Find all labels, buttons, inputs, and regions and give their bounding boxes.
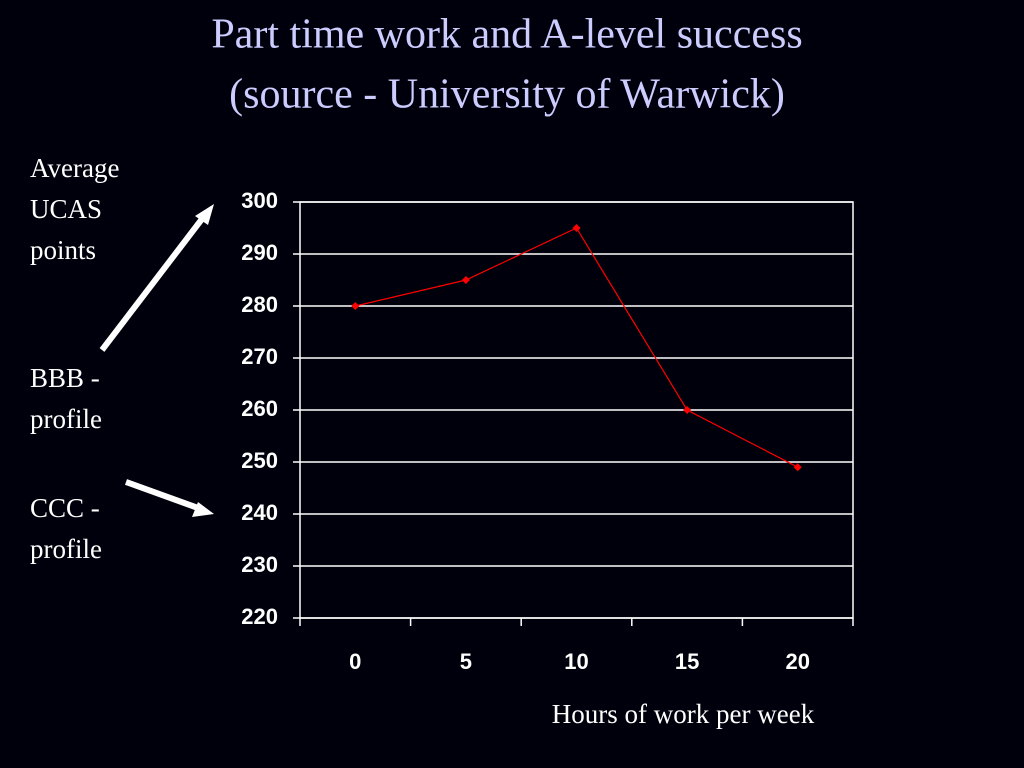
x-tick-label: 10 <box>564 649 588 674</box>
y-tick-label: 300 <box>241 188 278 213</box>
arrow <box>99 213 208 352</box>
y-tick-label: 260 <box>241 396 278 421</box>
y-tick-label: 250 <box>241 448 278 473</box>
y-tick-label: 290 <box>241 240 278 265</box>
y-tick-label: 270 <box>241 344 278 369</box>
y-tick-label: 240 <box>241 500 278 525</box>
y-tick-label: 230 <box>241 552 278 577</box>
x-tick-label: 20 <box>785 649 809 674</box>
data-point <box>351 302 360 310</box>
annotation: BBB - profile <box>30 363 102 434</box>
y-tick-label: 280 <box>241 292 278 317</box>
x-tick-label: 15 <box>675 649 699 674</box>
y-tick-label: 220 <box>241 604 278 629</box>
x-axis-label: Hours of work per week <box>552 699 815 729</box>
chart-subtitle: (source - University of Warwick) <box>229 72 785 118</box>
data-point <box>572 224 581 232</box>
data-point <box>793 463 802 472</box>
chart-title: Part time work and A-level success <box>211 12 802 58</box>
arrow-head <box>195 204 214 225</box>
data-point <box>461 276 470 284</box>
arrow <box>124 479 200 511</box>
arrow-head <box>192 502 214 517</box>
data-point <box>683 406 692 414</box>
x-tick-label: 0 <box>349 649 361 674</box>
x-tick-label: 5 <box>460 649 472 674</box>
annotation: CCC - profile <box>30 493 102 564</box>
y-axis-label: Average UCAS points <box>30 153 120 265</box>
series-line <box>355 227 798 468</box>
